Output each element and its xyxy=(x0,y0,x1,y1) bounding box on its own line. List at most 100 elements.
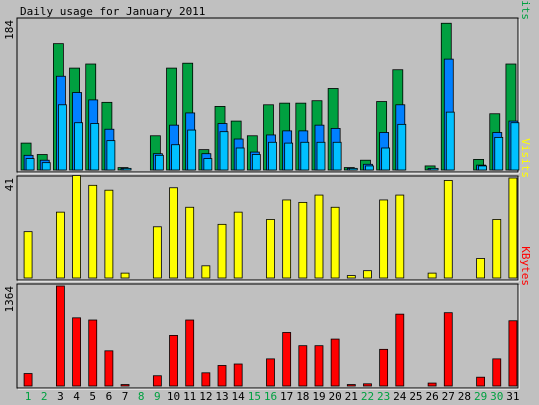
bar-visits-day-31 xyxy=(508,177,518,279)
bar-pages-day-23 xyxy=(381,147,391,171)
bar-visits-day-26 xyxy=(427,272,437,279)
bar-kbytes-day-3 xyxy=(56,285,65,387)
bar-visits-day-24 xyxy=(395,194,405,279)
y-series-label: KBytes xyxy=(519,246,532,286)
bar-pages-day-26 xyxy=(429,167,439,171)
bar-kbytes-day-9 xyxy=(152,375,162,387)
x-tick-label-day-20: 20 xyxy=(329,390,342,403)
bar-pages-day-12 xyxy=(203,158,213,171)
bar-pages-day-3 xyxy=(58,104,67,171)
bar-kbytes-day-31 xyxy=(508,320,518,387)
bar-pages-day-18 xyxy=(300,141,310,171)
x-axis-day-labels: 1 2 3 4 5 6 7 8 9 10 11 12 13 14 15 16 17 18 19 20 21 22 23 24 2… xyxy=(25,390,520,403)
y-max-label: 1364 xyxy=(3,286,16,313)
bar-visits-day-19 xyxy=(314,194,324,279)
panel-hits-files-pages: 184 Pages/Files/Hits xyxy=(3,0,532,174)
bar-kbytes-day-27 xyxy=(443,312,453,387)
bar-pages-day-22 xyxy=(365,165,374,171)
x-tick-label-day-8: 8 xyxy=(138,390,145,403)
x-tick-label-day-2: 2 xyxy=(41,390,48,403)
x-tick-label-day-15: 15 xyxy=(248,390,261,403)
bar-pages-day-31 xyxy=(510,122,520,171)
bar-pages-day-9 xyxy=(154,154,164,171)
bar-visits-day-20 xyxy=(330,206,340,279)
bar-visits-day-1 xyxy=(23,231,33,279)
bar-kbytes-day-12 xyxy=(201,372,211,387)
bar-pages-day-10 xyxy=(171,144,180,171)
bar-visits-day-29 xyxy=(476,258,485,279)
bar-kbytes-day-30 xyxy=(492,358,502,387)
x-tick-label-day-28: 28 xyxy=(458,390,471,403)
bar-pages-day-1 xyxy=(25,158,35,171)
bar-pages-day-19 xyxy=(316,141,326,171)
bar-kbytes-day-19 xyxy=(314,345,324,387)
bar-pages-day-29 xyxy=(478,165,487,171)
bar-kbytes-day-26 xyxy=(427,382,437,387)
bar-visits-day-17 xyxy=(282,199,292,279)
x-tick-label-day-24: 24 xyxy=(393,390,407,403)
x-tick-label-day-9: 9 xyxy=(154,390,161,403)
bar-pages-day-7 xyxy=(122,167,132,171)
bar-visits-day-18 xyxy=(298,201,308,279)
panel-kbytes: 1364 KBytes xyxy=(3,246,532,390)
bar-visits-day-23 xyxy=(379,199,389,279)
x-tick-label-day-23: 23 xyxy=(377,390,390,403)
chart-panels: 184 Pages/Files/Hits 41 Visits 1364 KBytes xyxy=(3,0,532,390)
bar-pages-day-16 xyxy=(268,141,277,171)
bar-visits-day-30 xyxy=(492,219,502,279)
bar-pages-day-21 xyxy=(348,167,358,171)
y-max-label: 184 xyxy=(3,20,16,40)
x-tick-label-day-16: 16 xyxy=(264,390,277,403)
bar-visits-day-12 xyxy=(201,265,211,279)
bar-pages-day-27 xyxy=(445,111,455,171)
bar-kbytes-day-11 xyxy=(185,319,195,387)
x-tick-label-day-21: 21 xyxy=(345,390,358,403)
bar-kbytes-day-5 xyxy=(88,319,98,387)
bar-pages-day-13 xyxy=(219,131,229,171)
bar-kbytes-day-14 xyxy=(233,363,243,387)
x-tick-label-day-22: 22 xyxy=(361,390,374,403)
panel-visits: 41 Visits xyxy=(3,138,532,282)
x-tick-label-day-3: 3 xyxy=(57,390,64,403)
x-tick-label-day-12: 12 xyxy=(199,390,212,403)
bar-kbytes-day-18 xyxy=(298,345,308,387)
bar-pages-day-6 xyxy=(106,140,116,171)
bar-visits-day-10 xyxy=(169,187,178,279)
legend-hits: Hits xyxy=(519,0,532,20)
bar-pages-day-17 xyxy=(284,142,294,171)
bar-visits-day-9 xyxy=(152,226,162,279)
bar-pages-day-2 xyxy=(41,162,51,171)
x-tick-label-day-4: 4 xyxy=(73,390,80,403)
bar-kbytes-day-13 xyxy=(217,365,227,387)
bar-visits-day-16 xyxy=(266,219,275,279)
x-tick-label-day-19: 19 xyxy=(312,390,325,403)
bar-visits-day-3 xyxy=(56,211,65,279)
x-tick-label-day-30: 30 xyxy=(490,390,503,403)
x-tick-label-day-10: 10 xyxy=(167,390,180,403)
bar-visits-day-21 xyxy=(346,275,356,279)
x-tick-label-day-11: 11 xyxy=(183,390,196,403)
bar-kbytes-day-21 xyxy=(346,384,356,387)
bar-visits-day-27 xyxy=(443,180,453,279)
bar-kbytes-day-7 xyxy=(120,384,130,387)
bar-kbytes-day-17 xyxy=(282,332,292,387)
x-tick-label-day-1: 1 xyxy=(25,390,32,403)
x-tick-label-day-13: 13 xyxy=(215,390,228,403)
bar-visits-day-4 xyxy=(72,175,81,279)
x-tick-label-day-18: 18 xyxy=(296,390,309,403)
x-tick-label-day-5: 5 xyxy=(89,390,96,403)
x-tick-label-day-17: 17 xyxy=(280,390,293,403)
bar-kbytes-day-1 xyxy=(23,373,33,387)
bar-visits-day-13 xyxy=(217,223,227,279)
bar-pages-day-20 xyxy=(332,141,342,171)
bar-pages-day-4 xyxy=(74,122,83,171)
bar-visits-day-22 xyxy=(363,270,372,279)
bar-visits-day-7 xyxy=(120,272,130,279)
x-tick-label-day-31: 31 xyxy=(506,390,519,403)
bar-pages-day-11 xyxy=(187,129,197,171)
x-tick-label-day-26: 26 xyxy=(425,390,438,403)
bar-kbytes-day-24 xyxy=(395,313,405,387)
y-series-label: Pages/Files/Hits xyxy=(519,0,532,20)
bar-kbytes-day-10 xyxy=(169,335,178,387)
